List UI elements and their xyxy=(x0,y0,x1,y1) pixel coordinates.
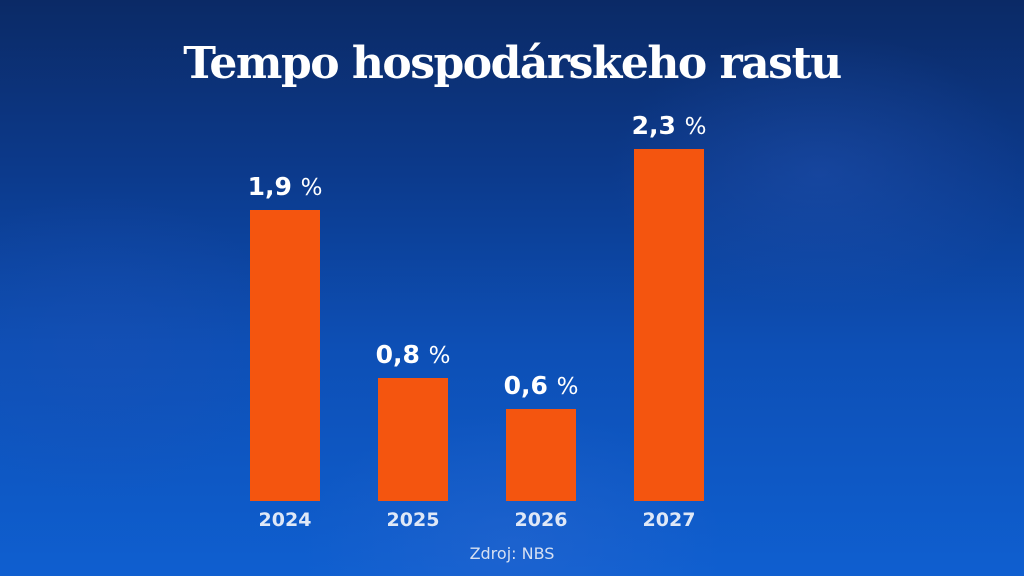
x-label-2024: 2024 xyxy=(258,509,312,531)
x-label-2026: 2026 xyxy=(514,509,568,531)
bar-value-2024: 1,9 % xyxy=(247,172,323,201)
bar-2025 xyxy=(378,378,448,501)
source-note: Zdroj: NBS xyxy=(469,544,555,563)
bar-2024 xyxy=(250,210,320,501)
bar-2027 xyxy=(634,149,704,501)
bar-value-2025: 0,8 % xyxy=(375,340,451,369)
bar-value-2027: 2,3 % xyxy=(631,111,707,140)
x-label-2027: 2027 xyxy=(642,509,696,531)
bar-value-2026: 0,6 % xyxy=(503,371,579,400)
bar-2026 xyxy=(506,409,576,501)
x-label-2025: 2025 xyxy=(386,509,440,531)
chart-title: Tempo hospodárskeho rastu xyxy=(183,38,842,89)
